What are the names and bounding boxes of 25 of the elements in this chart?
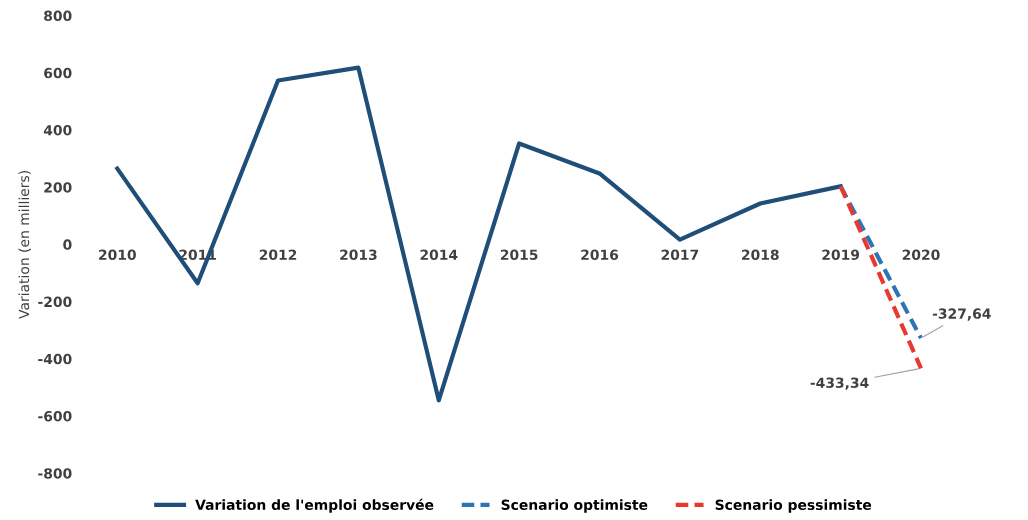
x-tick-label: 2010 <box>99 249 136 261</box>
x-tick-label: 2013 <box>340 249 377 261</box>
y-axis-title: Variation (en milliers) <box>18 171 31 319</box>
x-tick-label: 2020 <box>902 249 940 261</box>
y-tick-label: -400 <box>38 353 72 365</box>
legend-label: Scenario optimiste <box>501 499 648 513</box>
y-tick-label: 0 <box>63 239 72 250</box>
y-tick-label: 600 <box>44 67 72 79</box>
annotation: -433,34 <box>810 377 869 390</box>
y-tick-label: 400 <box>43 124 72 136</box>
y-tick-label: -200 <box>38 296 72 308</box>
x-tick-label: 2017 <box>661 249 699 261</box>
annotation: -327,64 <box>932 308 991 321</box>
x-tick-label: 2018 <box>742 249 779 261</box>
y-tick-label: -600 <box>38 410 72 422</box>
x-tick-label: 2015 <box>500 249 538 261</box>
y-tick-label: 200 <box>44 182 72 193</box>
y-tick-label: 800 <box>44 10 72 22</box>
x-tick-label: 2016 <box>581 249 619 261</box>
legend-label: Scenario pessimiste <box>715 499 872 513</box>
y-tick-label: -800 <box>38 468 72 479</box>
x-tick-label: 2019 <box>822 249 860 261</box>
x-tick-label: 2014 <box>420 249 458 261</box>
x-tick-label: 2012 <box>259 249 297 261</box>
legend-label: Variation de l'emploi observée <box>195 498 434 513</box>
